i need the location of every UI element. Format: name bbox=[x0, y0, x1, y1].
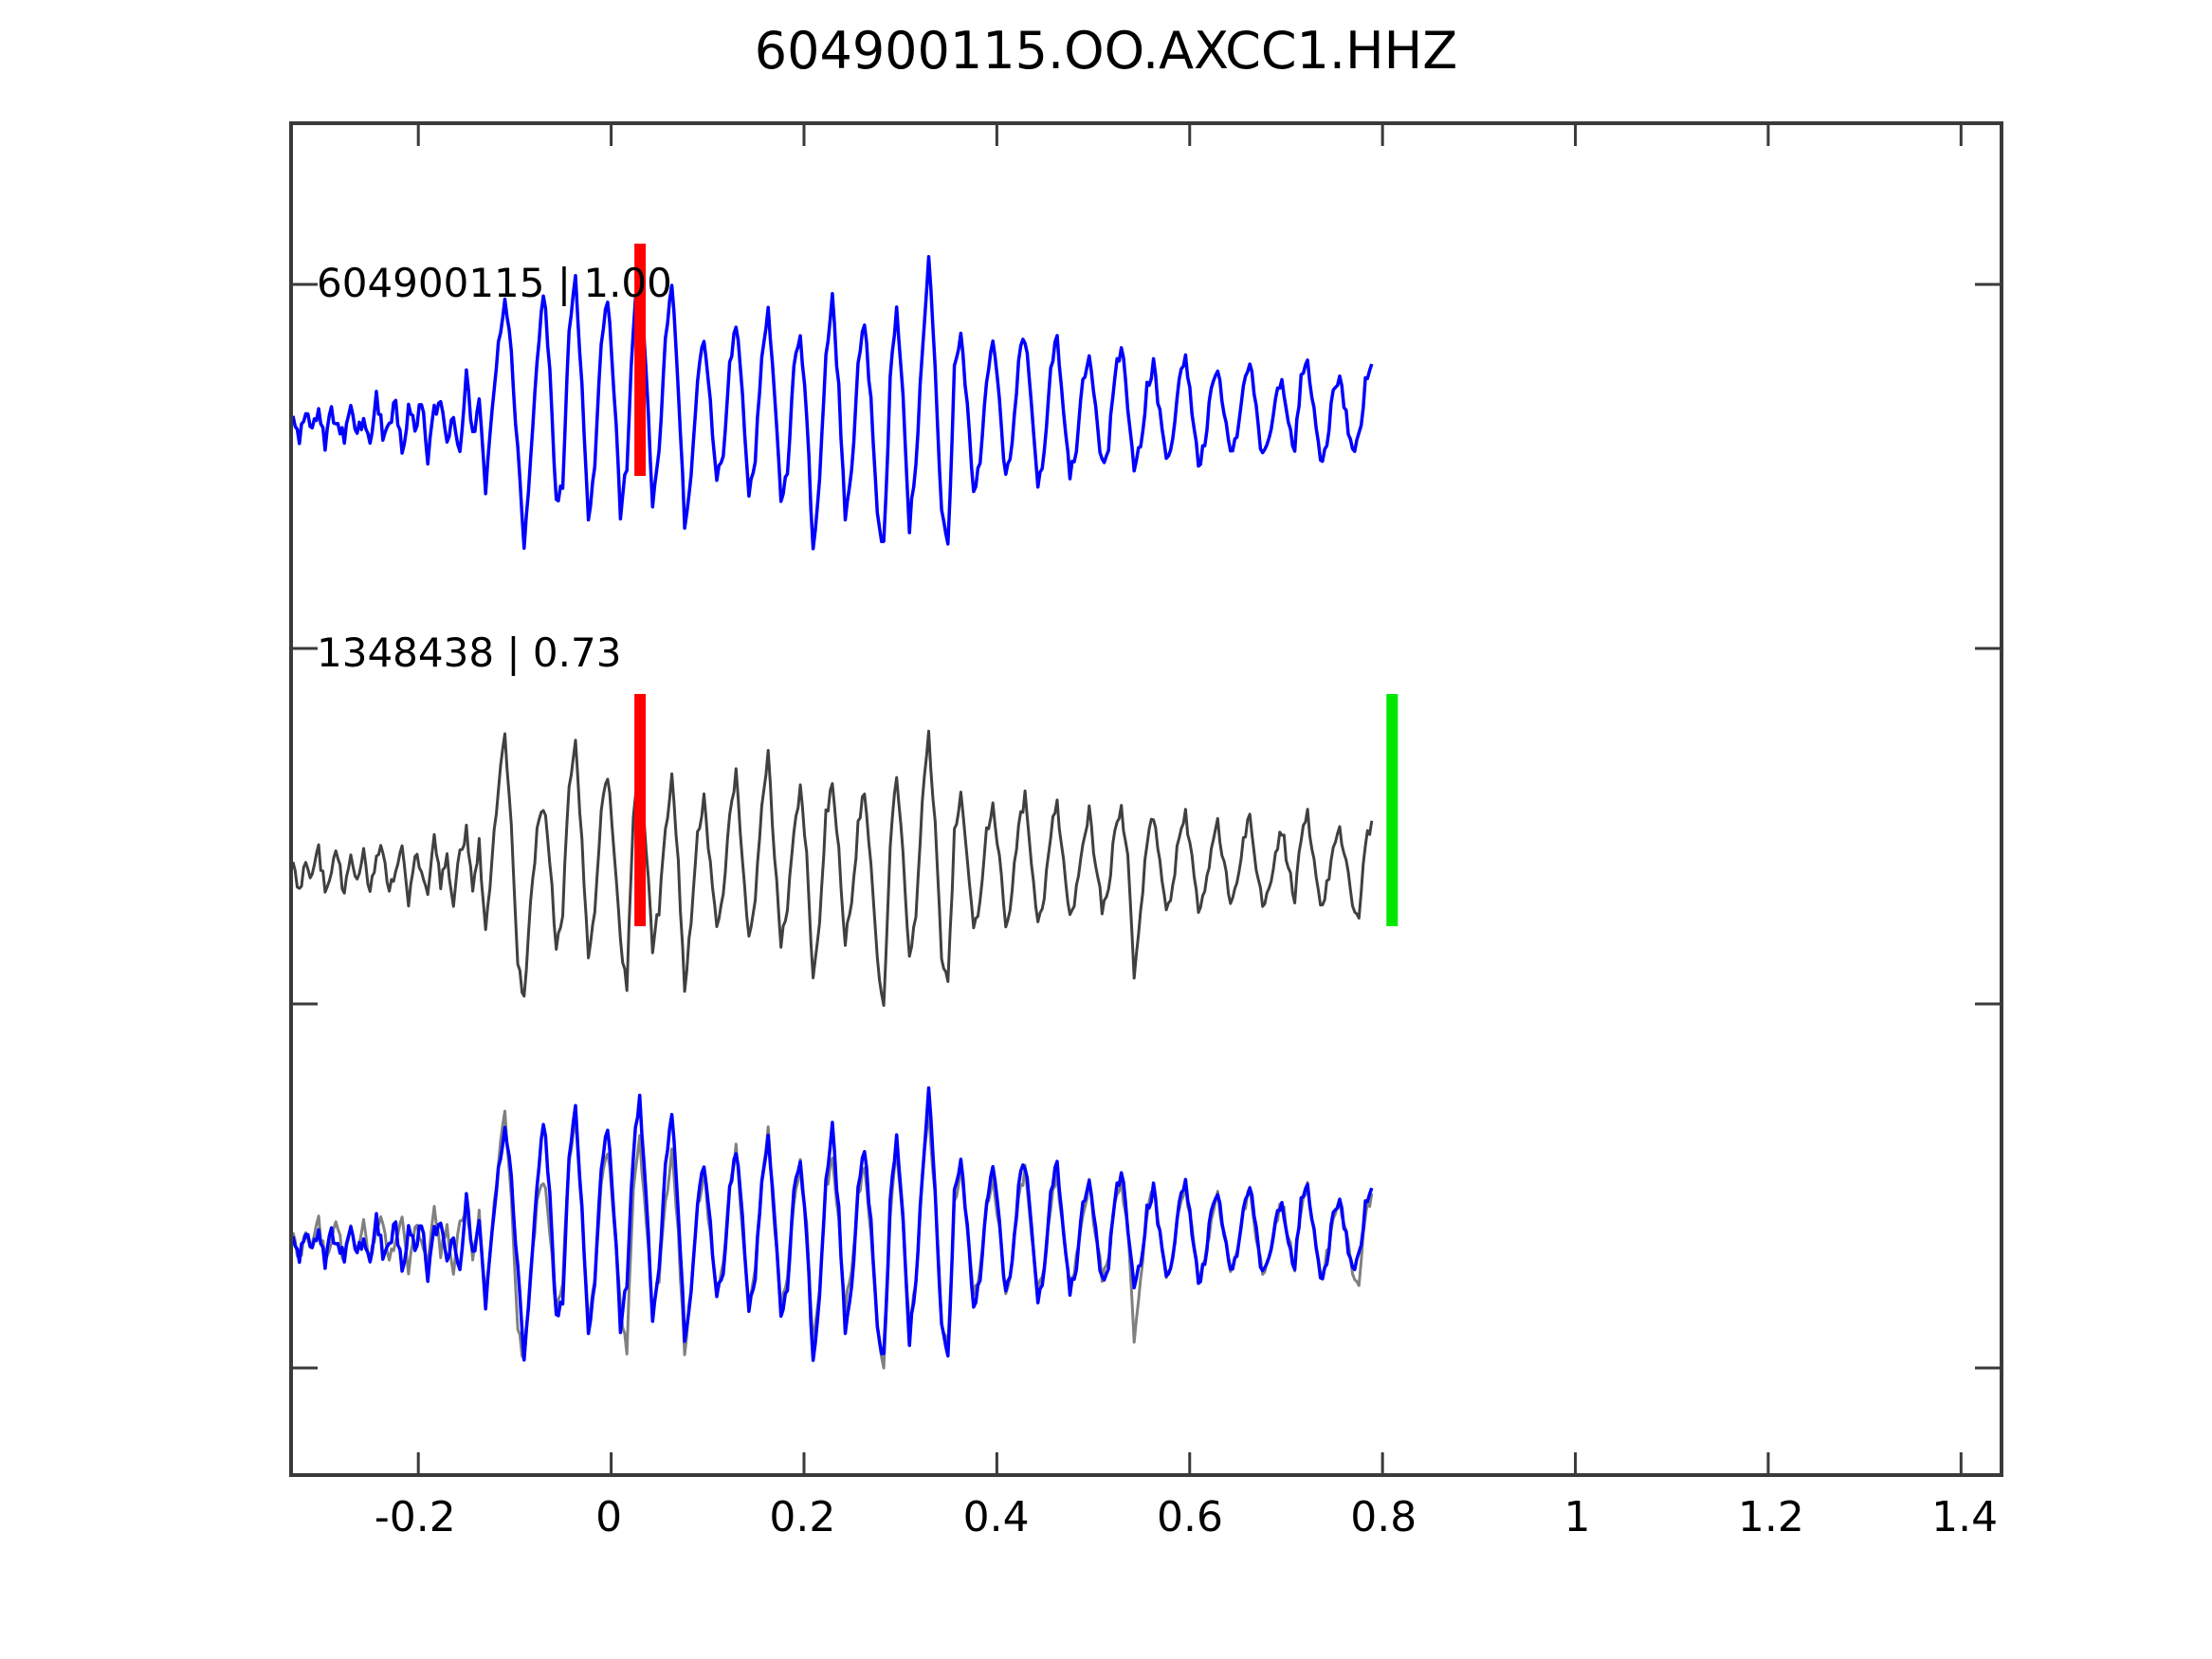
x-tick-label: 0.4 bbox=[962, 1493, 1030, 1541]
page-title: 604900115.OO.AXCC1.HHZ bbox=[754, 21, 1458, 81]
x-tick-label: 0.2 bbox=[769, 1493, 836, 1541]
trace-label-detection: 1348438 | 0.73 bbox=[317, 629, 622, 676]
waveform-canvas bbox=[293, 125, 2000, 1473]
x-tick-label: 0.6 bbox=[1156, 1493, 1223, 1541]
x-tick-label: 0.8 bbox=[1350, 1493, 1417, 1541]
trace-detection bbox=[293, 729, 1374, 1008]
pick-marker bbox=[634, 694, 647, 926]
pick-marker bbox=[634, 244, 647, 476]
pick-marker bbox=[1386, 694, 1398, 926]
plot-area: 604900115 | 1.00 1348438 | 0.73 bbox=[289, 121, 2003, 1477]
trace-template bbox=[293, 255, 1374, 551]
trace-overlay-blue bbox=[293, 1085, 1374, 1362]
x-tick-label: 1.4 bbox=[1931, 1493, 1999, 1541]
x-tick-label: -0.2 bbox=[374, 1493, 456, 1541]
x-tick-label: 0 bbox=[595, 1493, 623, 1541]
trace-label-template: 604900115 | 1.00 bbox=[317, 260, 672, 306]
x-tick-label: 1.2 bbox=[1737, 1493, 1804, 1541]
x-tick-label: 1 bbox=[1563, 1493, 1591, 1541]
